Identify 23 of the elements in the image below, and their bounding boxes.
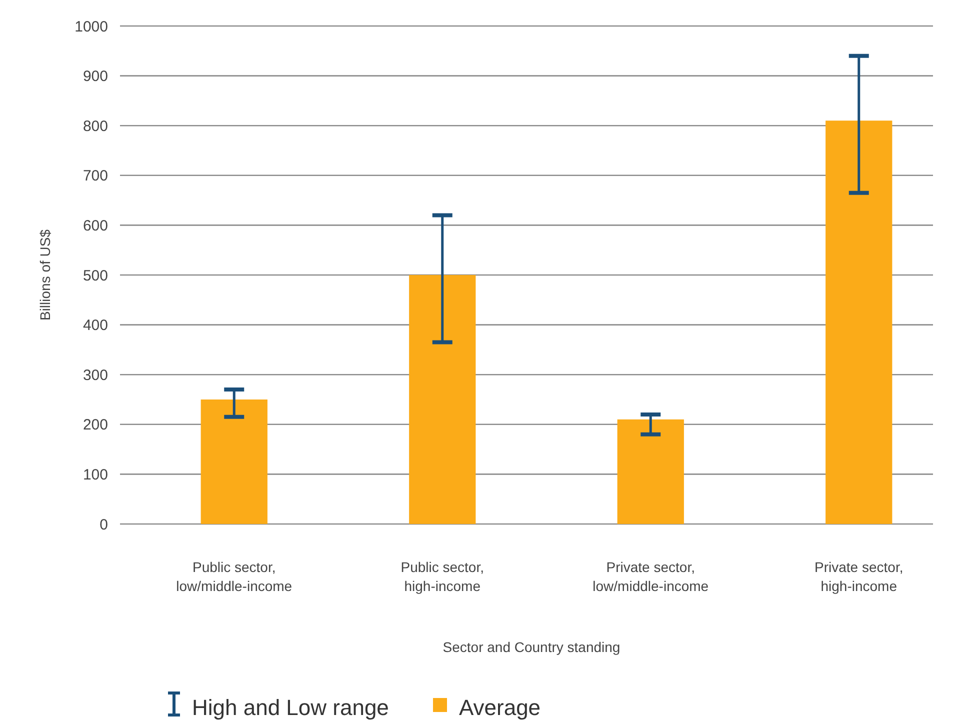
- y-tick-label: 600: [82, 217, 108, 234]
- x-tick-label: Private sector, high-income: [814, 559, 904, 594]
- x-axis-title: Sector and Country standing: [442, 639, 620, 655]
- y-tick-label: 1000: [74, 18, 108, 36]
- y-tick-label: 500: [82, 267, 108, 284]
- bar: [409, 275, 476, 524]
- y-tick-label: 400: [82, 317, 108, 334]
- y-tick-label: 300: [82, 366, 108, 384]
- y-tick-label: 700: [82, 168, 108, 185]
- x-tick-label: Public sector, high-income: [400, 559, 484, 594]
- bar: [826, 120, 892, 524]
- y-tick-label: 100: [82, 466, 108, 484]
- bar: [617, 419, 684, 524]
- x-tick-label: Public sector, low/middle-income: [176, 559, 292, 594]
- bar: [200, 400, 268, 524]
- text: High and Low range: [192, 695, 389, 720]
- legend-label: Average: [459, 695, 541, 720]
- y-axis-title: Billions of US$: [37, 229, 53, 321]
- x-tick-label: Private sector, low/middle-income: [592, 559, 709, 594]
- y-tick-label: 200: [82, 416, 108, 434]
- y-tick-label: 0: [100, 516, 108, 534]
- y-tick-label: 900: [82, 68, 108, 86]
- y-tick-label: 800: [82, 118, 108, 135]
